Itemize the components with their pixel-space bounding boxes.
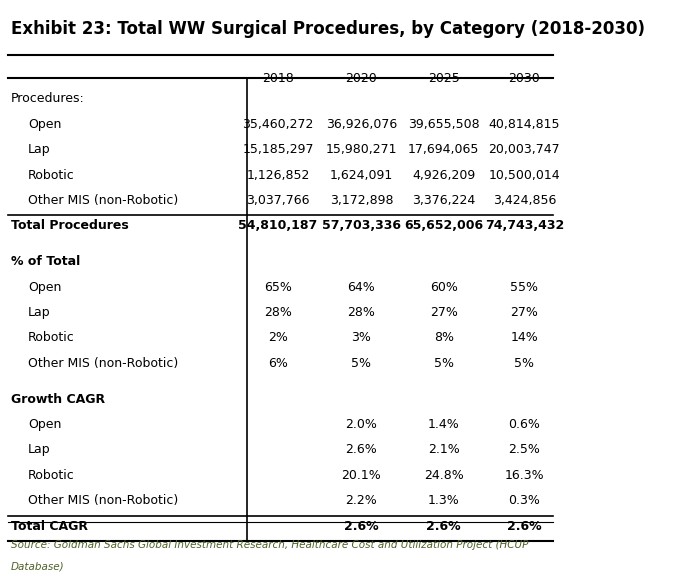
Text: 2.1%: 2.1%: [428, 443, 460, 456]
Text: 1,624,091: 1,624,091: [330, 168, 393, 181]
Text: 65%: 65%: [264, 280, 292, 293]
Text: 35,460,272: 35,460,272: [242, 118, 314, 131]
Text: 60%: 60%: [430, 280, 458, 293]
Text: Exhibit 23: Total WW Surgical Procedures, by Category (2018-2030): Exhibit 23: Total WW Surgical Procedures…: [11, 20, 645, 38]
Text: Lap: Lap: [28, 443, 50, 456]
Text: 15,980,271: 15,980,271: [325, 143, 397, 156]
Text: 40,814,815: 40,814,815: [489, 118, 560, 131]
Text: Total Procedures: Total Procedures: [11, 219, 129, 232]
Text: Robotic: Robotic: [28, 168, 75, 181]
Text: 20,003,747: 20,003,747: [489, 143, 560, 156]
Text: 1.3%: 1.3%: [428, 494, 460, 507]
Text: 3,376,224: 3,376,224: [412, 194, 475, 207]
Text: Lap: Lap: [28, 306, 50, 319]
Text: 3,424,856: 3,424,856: [493, 194, 556, 207]
Text: 55%: 55%: [511, 280, 538, 293]
Text: 2%: 2%: [268, 331, 288, 345]
Text: 2.0%: 2.0%: [346, 418, 378, 431]
Text: 2.6%: 2.6%: [426, 519, 461, 533]
Text: 17,694,065: 17,694,065: [408, 143, 479, 156]
Text: Robotic: Robotic: [28, 469, 75, 482]
Text: Open: Open: [28, 280, 61, 293]
Text: 5%: 5%: [351, 357, 372, 370]
Text: 0.3%: 0.3%: [508, 494, 540, 507]
Text: 4,926,209: 4,926,209: [412, 168, 475, 181]
Text: 20.1%: 20.1%: [342, 469, 381, 482]
Text: 28%: 28%: [264, 306, 292, 319]
Text: 2.5%: 2.5%: [508, 443, 540, 456]
Text: 74,743,432: 74,743,432: [485, 219, 564, 232]
Text: 1.4%: 1.4%: [428, 418, 460, 431]
Text: 3%: 3%: [351, 331, 372, 345]
Text: Growth CAGR: Growth CAGR: [11, 392, 105, 406]
Text: 2030: 2030: [508, 72, 540, 85]
Text: 57,703,336: 57,703,336: [322, 219, 401, 232]
Text: 28%: 28%: [347, 306, 376, 319]
Text: 2.6%: 2.6%: [346, 443, 377, 456]
Text: 2.6%: 2.6%: [344, 519, 379, 533]
Text: Total CAGR: Total CAGR: [11, 519, 88, 533]
Text: 27%: 27%: [511, 306, 538, 319]
Text: Other MIS (non-Robotic): Other MIS (non-Robotic): [28, 194, 178, 207]
Text: 0.6%: 0.6%: [508, 418, 540, 431]
Text: 5%: 5%: [434, 357, 454, 370]
Text: 36,926,076: 36,926,076: [326, 118, 397, 131]
Text: 27%: 27%: [430, 306, 458, 319]
Text: Robotic: Robotic: [28, 331, 75, 345]
Text: 16.3%: 16.3%: [504, 469, 544, 482]
Text: Other MIS (non-Robotic): Other MIS (non-Robotic): [28, 357, 178, 370]
Text: Database): Database): [11, 562, 64, 572]
Text: Open: Open: [28, 118, 61, 131]
Text: 10,500,014: 10,500,014: [489, 168, 560, 181]
Text: 2025: 2025: [428, 72, 460, 85]
Text: Other MIS (non-Robotic): Other MIS (non-Robotic): [28, 494, 178, 507]
Text: 14%: 14%: [511, 331, 538, 345]
Text: % of Total: % of Total: [11, 255, 81, 268]
Text: Procedures:: Procedures:: [11, 92, 85, 106]
Text: 5%: 5%: [515, 357, 534, 370]
Text: Source: Goldman Sachs Global Investment Research, Healthcare Cost and Utilizatio: Source: Goldman Sachs Global Investment …: [11, 540, 528, 550]
Text: Lap: Lap: [28, 143, 50, 156]
Text: 24.8%: 24.8%: [424, 469, 464, 482]
Text: 2018: 2018: [262, 72, 294, 85]
Text: 65,652,006: 65,652,006: [404, 219, 483, 232]
Text: 6%: 6%: [268, 357, 288, 370]
Text: 8%: 8%: [434, 331, 454, 345]
Text: Open: Open: [28, 418, 61, 431]
Text: 15,185,297: 15,185,297: [242, 143, 314, 156]
Text: 1,126,852: 1,126,852: [246, 168, 310, 181]
Text: 3,172,898: 3,172,898: [330, 194, 393, 207]
Text: 2.6%: 2.6%: [507, 519, 542, 533]
Text: 64%: 64%: [348, 280, 376, 293]
Text: 39,655,508: 39,655,508: [408, 118, 479, 131]
Text: 54,810,187: 54,810,187: [239, 219, 317, 232]
Text: 2020: 2020: [346, 72, 377, 85]
Text: 3,037,766: 3,037,766: [246, 194, 310, 207]
Text: 2.2%: 2.2%: [346, 494, 377, 507]
